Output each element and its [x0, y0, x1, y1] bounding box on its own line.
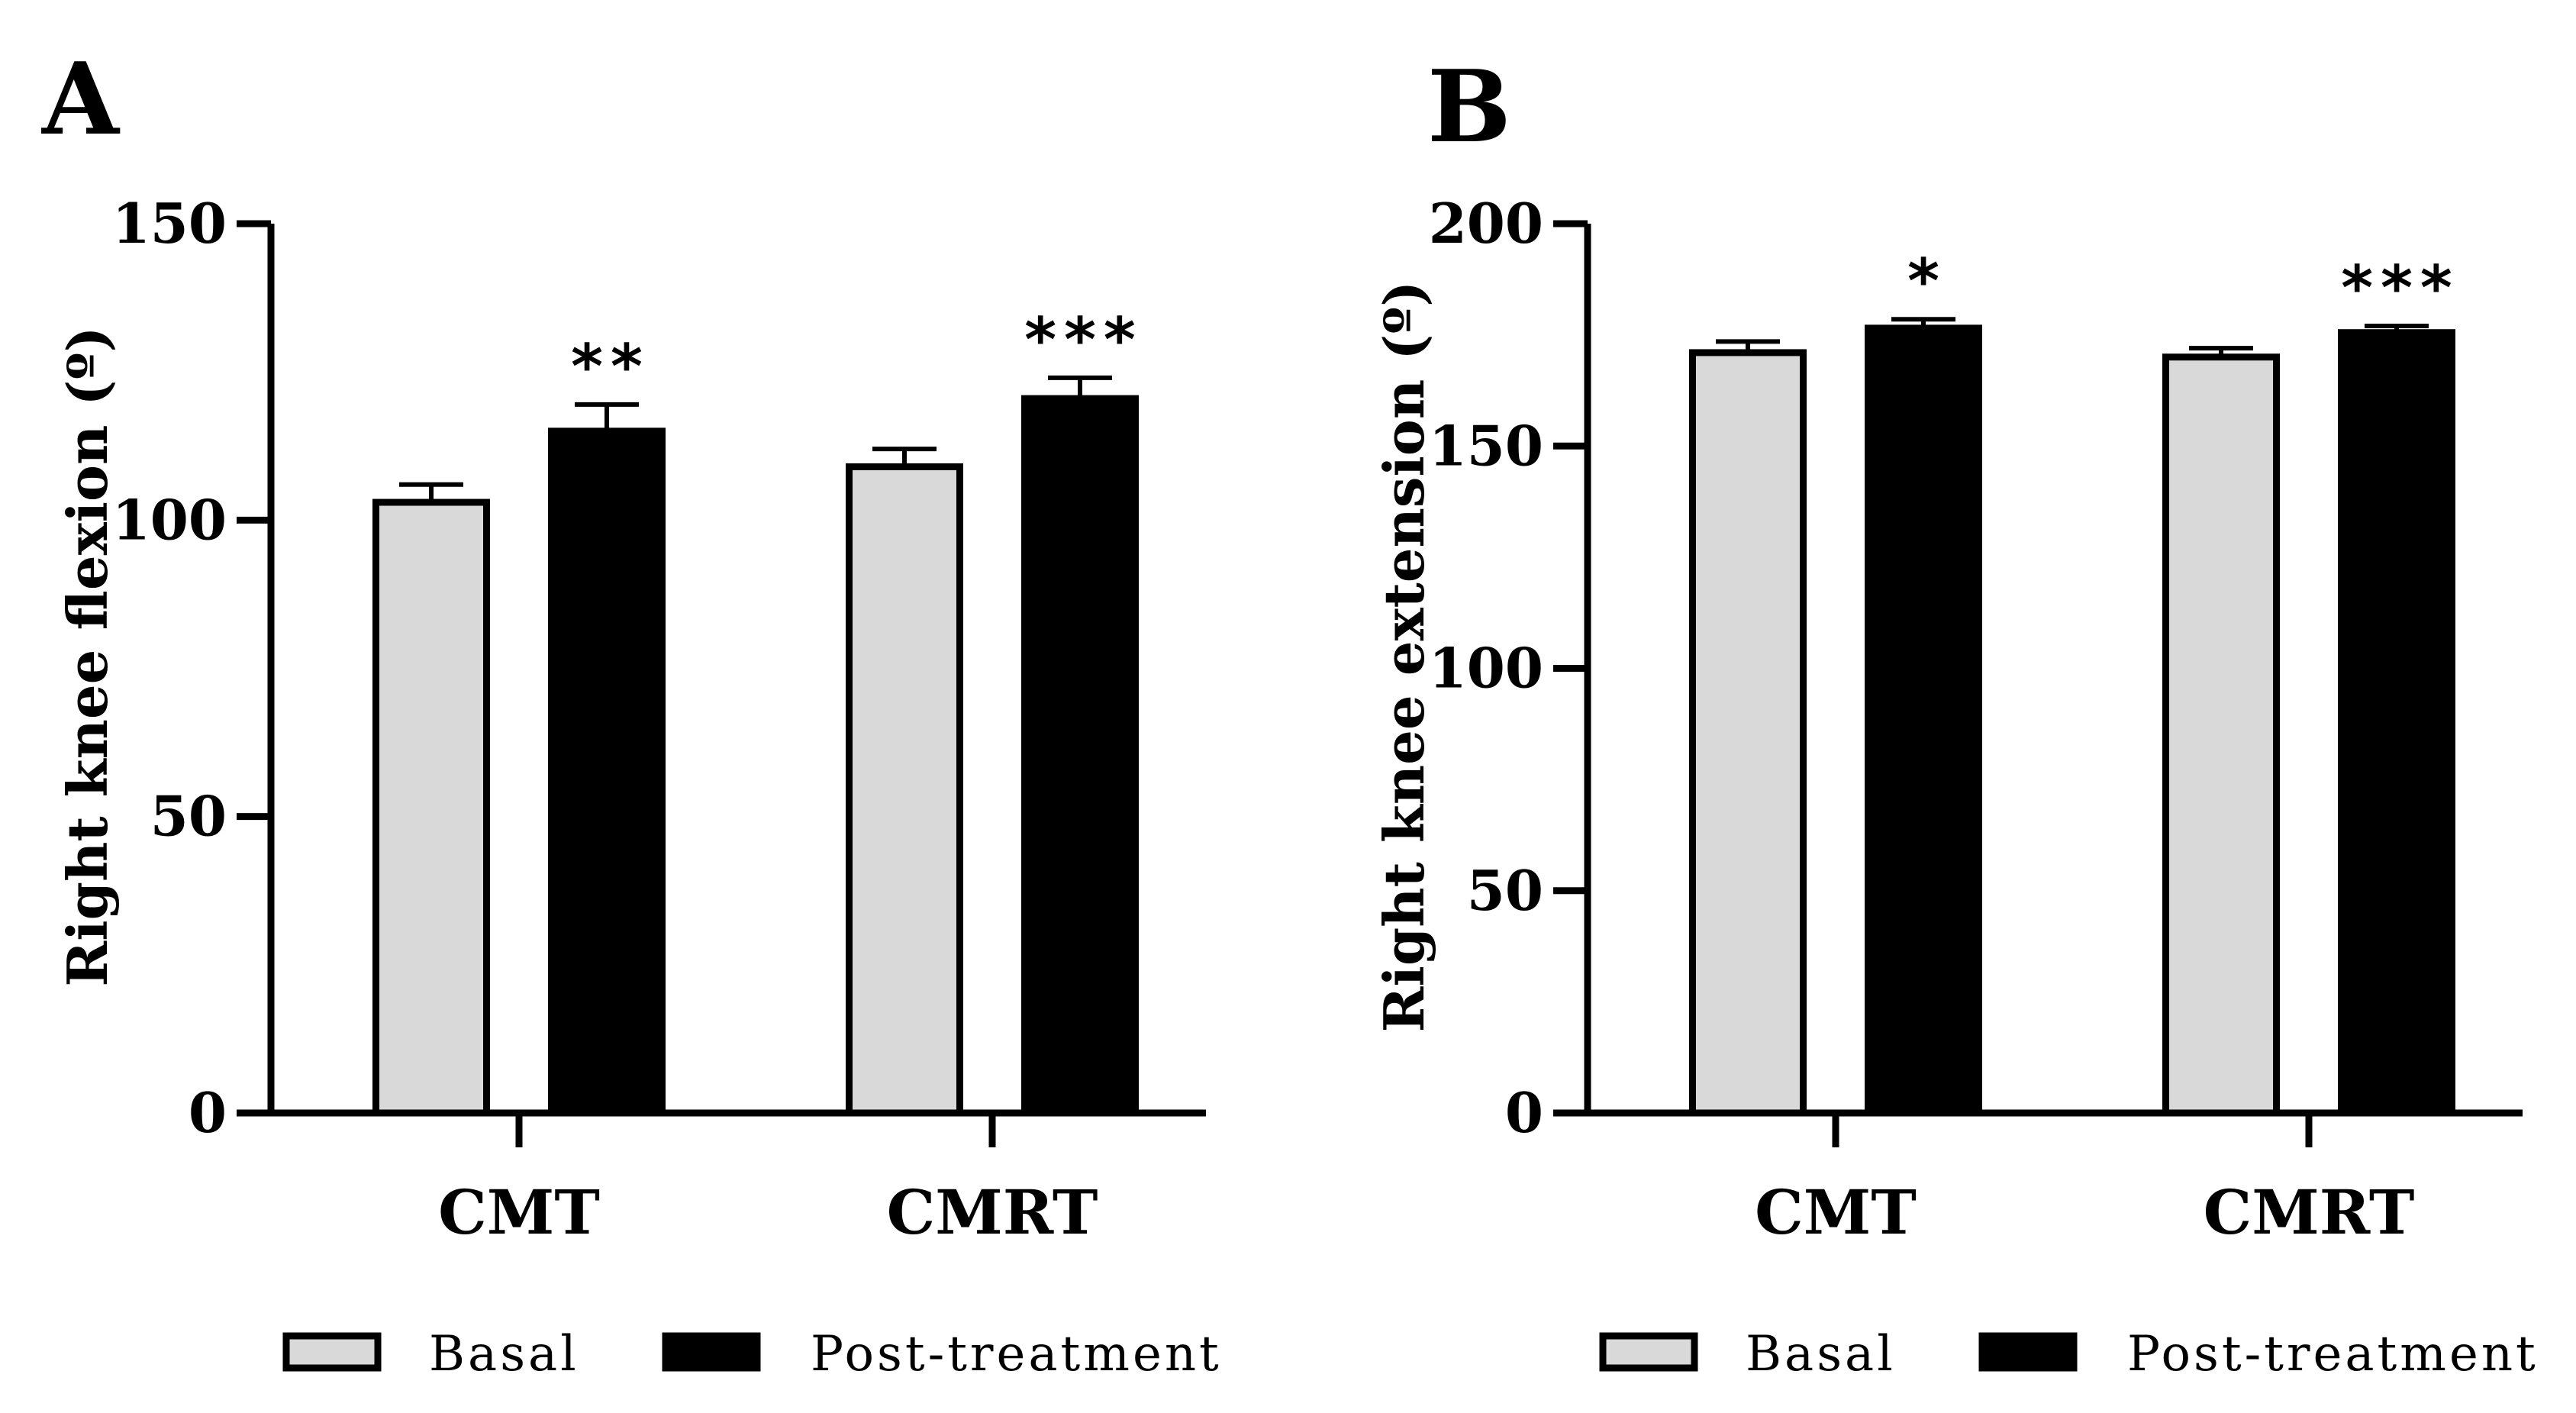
legend-label-post-treatment: Post-treatment [2127, 1326, 2539, 1382]
panel-b: B Right knee extension (º) 0 50 100 150 200 C… [1372, 48, 2539, 1382]
y-tick-label: 100 [112, 487, 227, 552]
y-tick-label: 0 [1505, 1080, 1543, 1145]
y-tick-label: 150 [112, 191, 227, 256]
panel-a: A Right knee flexion (º) 0 50 100 150 CMT CMR… [40, 40, 1222, 1382]
bar [1689, 349, 1807, 1117]
y-tick-label: 150 [1429, 413, 1543, 478]
y-tick-label: 0 [189, 1080, 227, 1145]
x-tick-label: CMRT [2204, 1176, 2415, 1248]
y-tick-label: 100 [1429, 636, 1543, 701]
legend-a: Basal Post-treatment [282, 1326, 1222, 1382]
legend-swatch-post-treatment [1978, 1332, 2078, 1372]
legend-swatch-basal [1599, 1332, 1698, 1372]
y-axis-title-a: Right knee flexion (º) [55, 326, 120, 986]
legend-b: Basal Post-treatment [1599, 1326, 2539, 1382]
bar [1021, 395, 1139, 1117]
bar [2162, 353, 2280, 1117]
panel-letter-b: B [1427, 48, 1511, 165]
y-axis-title-b: Right knee extension (º) [1372, 281, 1436, 1033]
x-tick-label: CMRT [887, 1176, 1098, 1248]
bar [372, 498, 490, 1117]
x-tick-label: CMT [1755, 1176, 1917, 1248]
y-tick-label: 50 [1467, 858, 1543, 923]
legend-label-post-treatment: Post-treatment [811, 1326, 1222, 1382]
bar [1865, 324, 1982, 1117]
legend-swatch-basal [282, 1332, 382, 1372]
bar [846, 463, 963, 1117]
x-tick-label: CMT [438, 1176, 600, 1248]
legend-swatch-post-treatment [662, 1332, 761, 1372]
legend-label-basal: Basal [1746, 1326, 1896, 1382]
legend-label-basal: Basal [429, 1326, 579, 1382]
significance-label: ** [571, 331, 650, 402]
bar [548, 427, 666, 1117]
y-tick-label: 50 [150, 784, 227, 849]
y-tick-label: 200 [1429, 191, 1543, 256]
significance-label: * [1907, 246, 1947, 317]
bar [2338, 329, 2455, 1117]
significance-label: *** [1024, 305, 1143, 376]
significance-label: *** [2341, 253, 2460, 324]
panel-letter-a: A [40, 40, 121, 157]
